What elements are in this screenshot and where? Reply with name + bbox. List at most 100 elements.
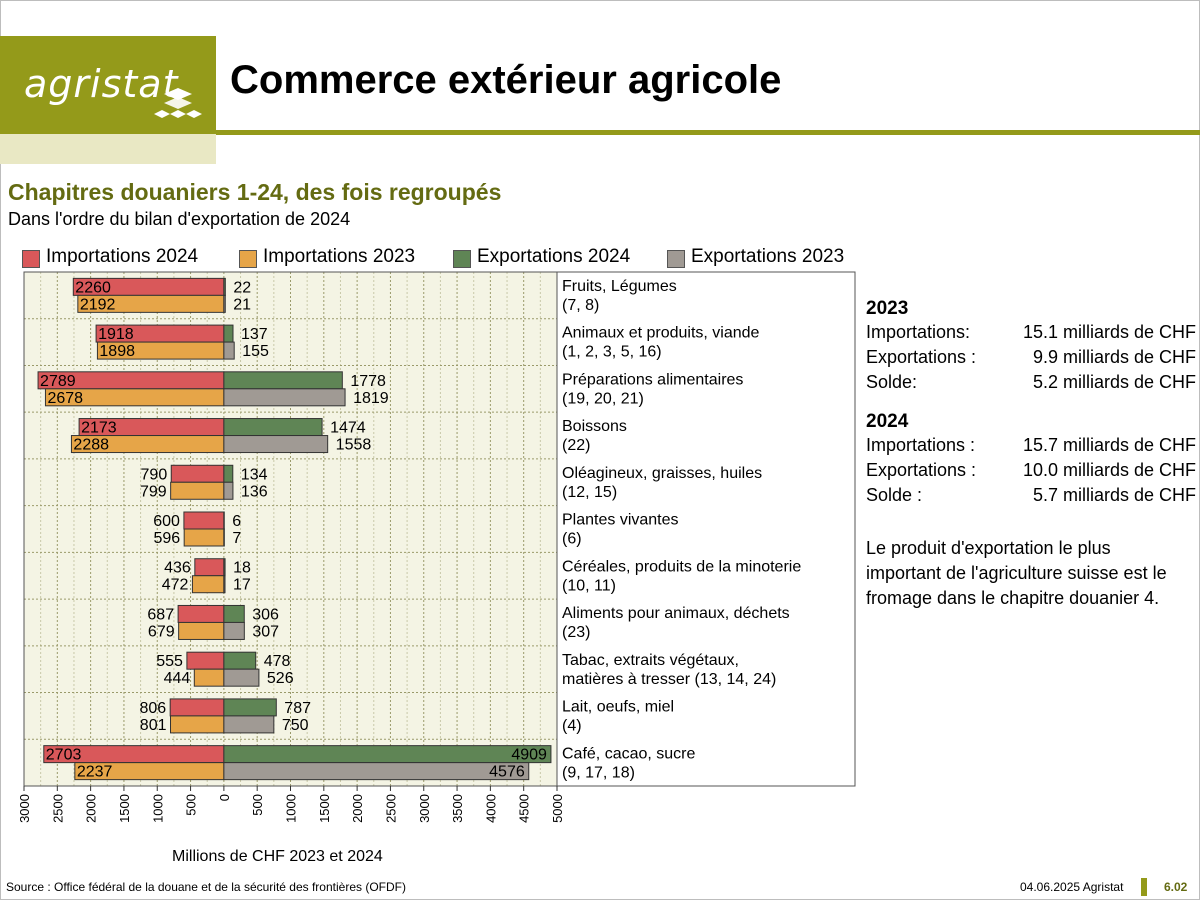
- summary-note: Le produit d'exportation le plus importa…: [866, 538, 1167, 608]
- x-tick-label: 1500: [317, 794, 332, 823]
- category-codes: (7, 8): [562, 297, 599, 314]
- summary-row: Exportations : 9.9 milliards de CHF: [866, 347, 1196, 372]
- bar-exports-2023: [223, 668, 260, 687]
- logo-banner: [0, 36, 216, 134]
- data-label-exports: 306: [252, 606, 279, 623]
- bar-exports-2023: [223, 388, 346, 407]
- data-label-imports: 2678: [47, 390, 83, 407]
- x-tick-label: 4500: [517, 794, 532, 823]
- x-tick-label: 1000: [150, 794, 165, 823]
- data-label-imports: 1918: [98, 326, 134, 343]
- data-label-imports: 801: [140, 717, 167, 734]
- x-tick-label: 3500: [450, 794, 465, 823]
- category-label: Préparations alimentaires: [562, 371, 743, 388]
- bar-exports-2024: [223, 324, 234, 343]
- bar-imports-2023: [183, 528, 225, 547]
- data-label-exports: 787: [284, 700, 311, 717]
- x-tick-label: 2000: [350, 794, 365, 823]
- summary-label: Importations :: [866, 435, 976, 455]
- data-label-imports: 790: [141, 466, 168, 483]
- data-label-exports: 136: [241, 483, 268, 500]
- title-rule: [216, 130, 1200, 135]
- footer-date: 04.06.2025 Agristat: [1020, 880, 1124, 894]
- bar-imports-2023: [170, 481, 225, 500]
- bar-exports-2023: [223, 435, 329, 454]
- data-label-imports: 2288: [73, 437, 109, 454]
- data-label-exports: 21: [233, 296, 251, 313]
- summary-row: Exportations : 10.0 milliards de CHF: [866, 460, 1196, 485]
- agristat-logo: agristat: [24, 62, 179, 106]
- summary-label: Solde:: [866, 372, 918, 392]
- bar-exports-2024: [223, 698, 277, 717]
- data-label-imports: 436: [164, 560, 191, 577]
- bar-exports-2024: [223, 371, 343, 390]
- data-label-imports: 555: [156, 653, 183, 670]
- category-codes: (6): [562, 531, 582, 548]
- x-tick-label: 1500: [117, 794, 132, 823]
- data-label-imports: 806: [139, 700, 166, 717]
- data-label-exports: 6: [232, 513, 241, 530]
- bar-exports-2024: [223, 558, 226, 577]
- x-tick-label: 3000: [417, 794, 432, 823]
- category-codes: (12, 15): [562, 484, 617, 501]
- bar-exports-2023: [223, 621, 245, 640]
- bar-imports-2023: [191, 575, 225, 594]
- summary-label: Exportations :: [866, 347, 977, 367]
- data-label-exports: 7: [232, 530, 241, 547]
- summary-year: 2023: [866, 298, 909, 319]
- chart-subtitle-order: Dans l'ordre du bilan d'exportation de 2…: [8, 209, 351, 229]
- summary-year: 2024: [866, 411, 909, 432]
- summary-value: 5.2 milliards de CHF: [1032, 372, 1196, 392]
- category-codes: (10, 11): [562, 577, 616, 594]
- data-label-exports: 1778: [350, 373, 386, 390]
- x-tick-label: 3000: [17, 794, 32, 823]
- data-label-imports: 2173: [81, 420, 117, 437]
- bar-exports-2024: [223, 651, 257, 670]
- bar-exports-2024: [223, 604, 245, 623]
- data-label-imports: 2237: [77, 764, 113, 781]
- data-label-exports: 18: [233, 560, 251, 577]
- data-label-exports: 137: [241, 326, 268, 343]
- bar-imports-2023: [170, 715, 225, 734]
- summary-value: 15.7 milliards de CHF: [1022, 435, 1196, 455]
- bar-exports-2023: [223, 575, 226, 594]
- data-label-exports: 4576: [489, 764, 525, 781]
- bar-exports-2024: [223, 418, 323, 437]
- footer-page-number: 6.02: [1164, 880, 1188, 894]
- data-label-imports: 2192: [80, 296, 116, 313]
- summary-value: 15.1 milliards de CHF: [1022, 322, 1196, 342]
- bar-exports-2023: [223, 481, 234, 500]
- data-label-imports: 1898: [99, 343, 135, 360]
- data-label-imports: 2703: [46, 747, 82, 764]
- legend-label: Exportations 2023: [691, 246, 845, 267]
- legend-swatch: [239, 250, 257, 268]
- summary-value: 5.7 milliards de CHF: [1032, 485, 1196, 505]
- x-tick-label: 2500: [50, 794, 65, 823]
- bar-imports-2024: [177, 604, 225, 623]
- data-label-imports: 2789: [40, 373, 76, 390]
- summary-label: Importations:: [866, 322, 971, 342]
- bar-exports-2023: [223, 715, 275, 734]
- category-codes: (4): [562, 718, 582, 735]
- data-label-exports: 526: [267, 670, 294, 687]
- bar-exports-2024: [223, 464, 234, 483]
- footer-accent-bar: [1141, 878, 1147, 896]
- x-tick-label: 500: [184, 794, 199, 816]
- bar-imports-2023: [193, 668, 225, 687]
- bar-imports-2024: [194, 558, 225, 577]
- data-label-exports: 155: [242, 343, 269, 360]
- data-label-exports: 307: [252, 623, 279, 640]
- bar-imports-2024: [183, 511, 225, 530]
- category-label: Oléagineux, graisses, huiles: [562, 465, 762, 482]
- data-label-imports: 799: [140, 483, 167, 500]
- category-label: Fruits, Légumes: [562, 278, 677, 295]
- data-label-imports: 472: [162, 577, 189, 594]
- category-label: Animaux et produits, viande: [562, 325, 760, 342]
- data-label-exports: 4909: [511, 747, 547, 764]
- bar-exports-2023: [223, 294, 226, 313]
- data-label-exports: 134: [241, 466, 268, 483]
- page-title: Commerce extérieur agricole: [230, 58, 782, 102]
- bar-exports-2023: [223, 341, 235, 360]
- summary-label: Solde :: [866, 485, 923, 505]
- agristat-logo-mark-icon: [154, 88, 202, 118]
